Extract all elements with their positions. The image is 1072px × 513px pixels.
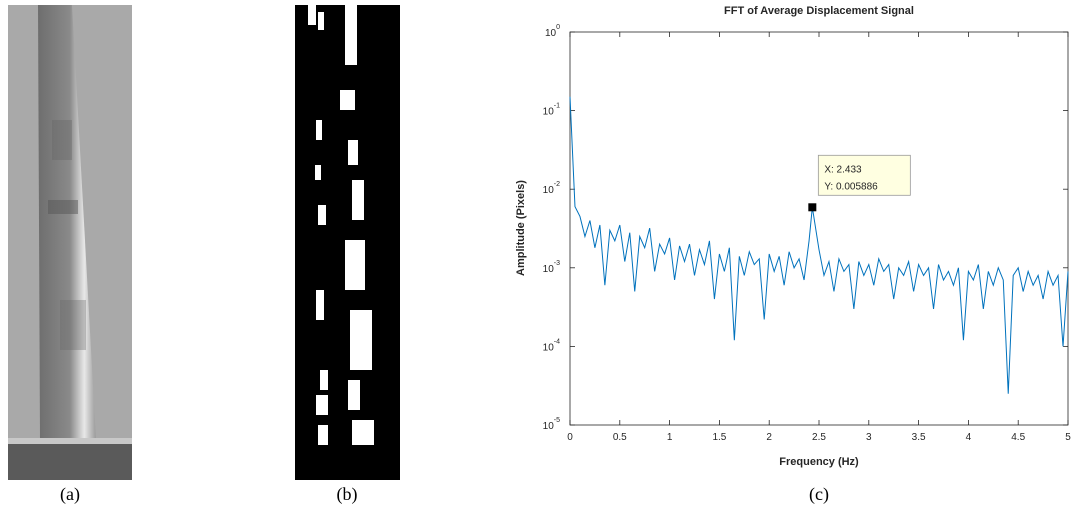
y-tick-label: 10-1 [543,103,560,118]
x-tick-label: 4.5 [1011,432,1025,443]
fft-chart: FFT of Average Displacement Signal Frequ… [515,5,1069,468]
caption: (c) [809,484,829,505]
y-tick-base: 10 [545,28,557,39]
x-tick-label: 0.5 [613,432,627,443]
y-tick-base: 10 [543,264,555,275]
datatip-label: X: 2.433 [824,164,862,175]
datatip-box [817,154,911,196]
y-tick-label: 10-3 [543,260,560,275]
x-tick-label: 4 [966,432,972,443]
x-axis-label: Frequency (Hz) [779,456,859,468]
y-tick-base: 10 [543,107,555,118]
x-tick-label: 1.5 [712,432,726,443]
datatip-label: Y: 0.005886 [824,181,878,192]
plot-frame [569,31,1069,426]
y-axis-label: Amplitude (Pixels) [515,180,527,276]
x-tick-label: 3.5 [912,432,926,443]
y-tick-label: 10-2 [543,181,560,196]
datatip-marker [808,203,817,212]
y-tick-label: 100 [545,24,560,39]
y-tick-label: 10-5 [543,417,560,432]
caption: (b) [337,484,358,505]
y-tick-exponent: -1 [554,103,560,110]
y-tick-exponent: -2 [554,181,560,188]
y-tick-label: 10-4 [543,338,560,353]
y-tick-exponent: 0 [556,24,560,31]
chart-title: FFT of Average Displacement Signal [724,5,914,17]
x-tick-label: 2.5 [812,432,826,443]
x-tick-label: 2 [766,432,772,443]
y-tick-exponent: -5 [554,417,560,424]
x-tick-label: 5 [1065,432,1071,443]
x-tick-label: 1 [667,432,673,443]
y-tick-exponent: -3 [554,260,560,267]
y-tick-exponent: -4 [554,338,560,345]
x-tick-label: 0 [567,432,573,443]
y-tick-base: 10 [543,421,555,432]
image-b [295,5,400,480]
image-a [8,5,132,480]
x-tick-label: 3 [866,432,872,443]
y-tick-base: 10 [543,185,555,196]
caption: (a) [60,484,80,505]
y-tick-base: 10 [543,342,555,353]
fft-line [569,96,1069,394]
